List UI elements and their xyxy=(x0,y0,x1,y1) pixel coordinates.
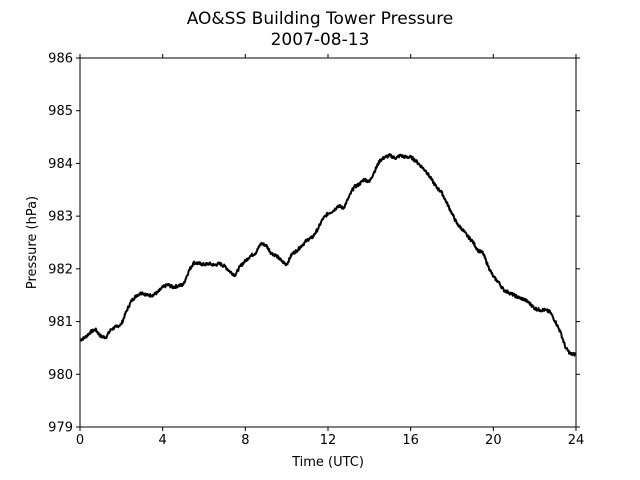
pressure-series-line xyxy=(79,153,577,357)
x-tick-label: 0 xyxy=(76,433,84,448)
x-tick-label: 12 xyxy=(320,433,337,448)
y-axis-ticks: 979 980 981 982 983 984 985 986 xyxy=(48,52,580,436)
y-tick-label: 985 xyxy=(48,104,73,119)
chart-title: AO&SS Building Tower Pressure xyxy=(187,9,454,29)
y-axis-label: Pressure (hPa) xyxy=(25,196,40,289)
x-tick-label: 16 xyxy=(402,433,419,448)
y-tick-label: 983 xyxy=(48,210,73,225)
y-tick-label: 980 xyxy=(48,368,73,383)
x-axis-label: Time (UTC) xyxy=(291,455,364,470)
y-tick-label: 979 xyxy=(48,421,73,436)
x-tick-label: 24 xyxy=(568,433,585,448)
y-tick-label: 986 xyxy=(48,52,73,67)
x-tick-label: 20 xyxy=(485,433,502,448)
plot-area-frame xyxy=(79,57,577,428)
x-axis-ticks: 0 4 8 12 16 20 24 xyxy=(76,54,584,448)
chart-subtitle: 2007-08-13 xyxy=(271,30,370,50)
y-tick-label: 982 xyxy=(48,262,73,277)
y-tick-label: 981 xyxy=(48,315,73,330)
x-tick-label: 4 xyxy=(159,433,167,448)
y-tick-label: 984 xyxy=(48,157,73,172)
x-tick-label: 8 xyxy=(241,433,249,448)
